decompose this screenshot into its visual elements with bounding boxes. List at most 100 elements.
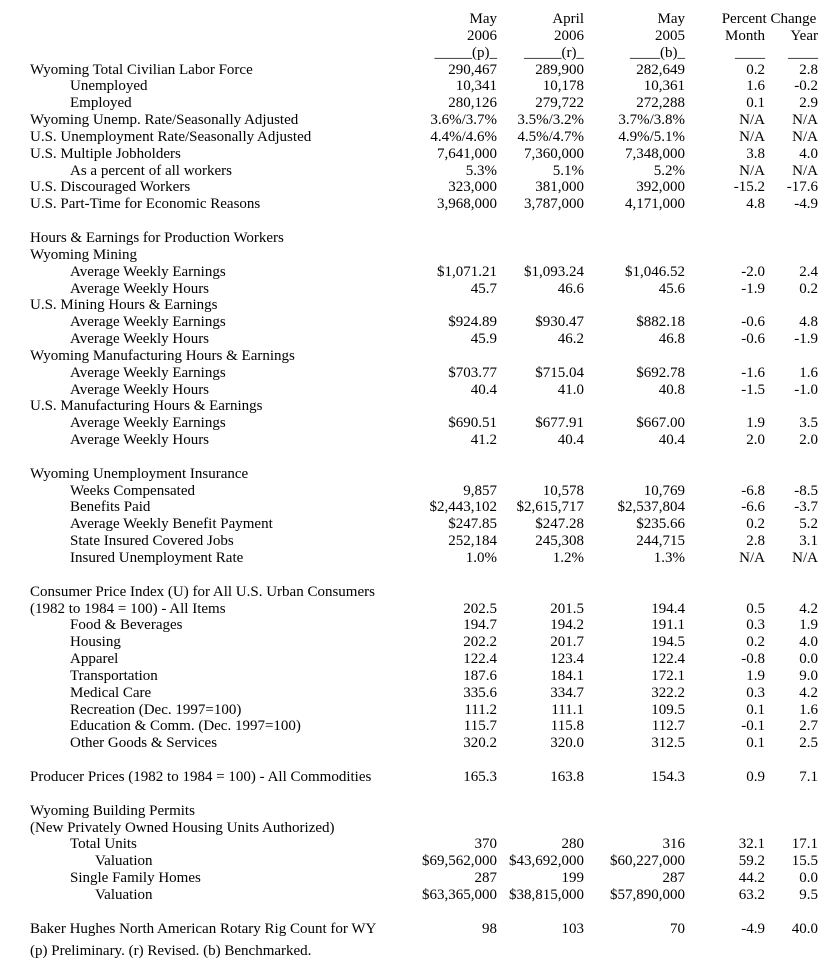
table-row: Consumer Price Index (U) for All U.S. Ur… [0,584,838,601]
value-april-2006: 46.2 [557,331,584,348]
row-label: Wyoming Unemployment Insurance [30,465,249,482]
value-may-2005: 46.8 [658,331,685,348]
value-percent-change-month: N/A [739,162,765,179]
value-percent-change-year: 2.4 [799,263,818,280]
value-may-2006: 10,341 [455,78,497,95]
value-percent-change-year: -0.2 [794,78,818,95]
table-row: Valuation $69,562,000 $43,692,000 $60,22… [0,853,838,870]
value-april-2006: 163.8 [550,768,584,785]
value-may-2005: 322.2 [651,684,685,701]
value-percent-change-month: 2.8 [746,533,765,550]
value-percent-change-year: 40.0 [791,920,818,937]
value-april-2006: 1.2% [552,550,584,566]
value-percent-change-year: 4.0 [799,145,818,162]
row-label: Average Weekly Earnings [70,415,226,432]
row-label: Education & Comm. (Dec. 1997=100) [70,718,301,735]
value-may-2006: $247.85 [448,516,497,533]
col-header-year: Year [790,27,818,44]
value-may-2005: $692.78 [636,364,685,381]
value-april-2006: 7,360,000 [524,145,584,162]
blank-row [0,449,838,466]
table-row: As a percent of all workers 5.3% 5.1% 5.… [0,163,838,180]
value-percent-change-month: -0.8 [741,651,765,668]
table-row: Producer Prices (1982 to 1984 = 100) - A… [0,769,838,786]
col-rule-p: _____(p)_ [434,44,498,61]
value-percent-change-month: 3.8 [746,145,765,162]
value-may-2006: 165.3 [463,768,497,785]
value-april-2006: 279,722 [535,95,584,112]
table-row: Weeks Compensated 9,857 10,578 10,769 -6… [0,483,838,500]
value-may-2006: $924.89 [448,314,497,331]
value-april-2006: 3.5%/3.2% [517,112,584,129]
row-label: Average Weekly Earnings [70,314,226,331]
value-percent-change-year: N/A [792,112,818,129]
value-percent-change-year: -4.9 [794,196,818,213]
value-may-2006: 98 [482,920,497,937]
value-may-2005: $57,890,000 [610,886,685,903]
value-percent-change-month: -6.8 [741,482,765,499]
value-percent-change-month: 0.5 [746,600,765,617]
value-april-2006: $677.91 [535,415,584,432]
footnote: (p) Preliminary. (r) Revised. (b) Benchm… [30,943,312,960]
value-april-2006: 3,787,000 [524,196,584,213]
blank-row [0,904,838,921]
col-rule-b: ____(b)_ [630,44,685,61]
row-label: Medical Care [70,684,152,701]
value-may-2006: 7,641,000 [437,145,497,162]
table-row: (1982 to 1984 = 100) - All Items 202.5 2… [0,601,838,618]
value-percent-change-year: 2.9 [799,95,818,112]
value-percent-change-month: -0.6 [741,314,765,331]
blank-row [0,567,838,584]
value-may-2005: 316 [662,836,686,853]
value-may-2006: $69,562,000 [422,853,497,870]
value-may-2006: $703.77 [448,364,497,381]
row-label: Consumer Price Index (U) for All U.S. Ur… [30,583,375,600]
value-april-2006: 381,000 [535,179,584,196]
header-row-1: May April May Percent Change [0,11,838,28]
value-may-2005: 122.4 [651,651,685,668]
value-may-2005: 40.8 [658,381,685,398]
table-row: Average Weekly Hours 41.2 40.4 40.4 2.0 … [0,432,838,449]
table-row: Total Units 370 280 316 32.1 17.1 [0,836,838,853]
value-percent-change-month: -0.1 [741,718,765,735]
table-row: Average Weekly Earnings $924.89 $930.47 … [0,314,838,331]
value-percent-change-year: 1.6 [799,701,818,718]
value-may-2006: 45.7 [470,280,497,297]
row-label: Valuation [95,886,153,903]
value-percent-change-month: -4.9 [741,920,765,937]
value-percent-change-year: N/A [792,162,818,179]
value-may-2005: 172.1 [651,667,685,684]
row-label: Weeks Compensated [70,482,196,499]
value-percent-change-month: N/A [739,550,765,566]
value-april-2006: $1,093.24 [524,263,584,280]
row-label: Average Weekly Earnings [70,263,226,280]
value-percent-change-month: 0.9 [746,768,765,785]
value-may-2005: 10,769 [643,482,685,499]
row-label: Benefits Paid [70,499,151,516]
value-percent-change-year: -1.0 [794,381,818,398]
table-row: Average Weekly Earnings $1,071.21 $1,093… [0,264,838,281]
value-may-2006: 194.7 [463,617,497,634]
value-may-2005: $235.66 [636,516,685,533]
row-label: U.S. Mining Hours & Earnings [30,297,218,314]
col-header-may-2006-year: 2006 [467,27,497,44]
row-label: Average Weekly Hours [70,331,210,348]
row-label: Valuation [95,853,153,870]
table-row: Valuation $63,365,000 $38,815,000 $57,89… [0,887,838,904]
value-may-2006: 202.2 [463,634,497,651]
table-row: Wyoming Total Civilian Labor Force 290,4… [0,62,838,79]
value-percent-change-year: 4.0 [799,634,818,651]
row-label: Average Weekly Hours [70,381,210,398]
value-percent-change-year: 1.9 [799,617,818,634]
row-label: (1982 to 1984 = 100) - All Items [30,600,226,617]
value-may-2005: 244,715 [636,533,685,550]
value-may-2005: 70 [670,920,685,937]
table-row: Transportation 187.6 184.1 172.1 1.9 9.0 [0,668,838,685]
value-percent-change-year: 9.5 [799,886,818,903]
table-row: Hours & Earnings for Production Workers [0,230,838,247]
value-percent-change-month: 0.2 [746,61,765,78]
value-may-2005: 287 [662,870,686,887]
col-header-month: Month [724,27,765,44]
value-april-2006: 280 [561,836,585,853]
